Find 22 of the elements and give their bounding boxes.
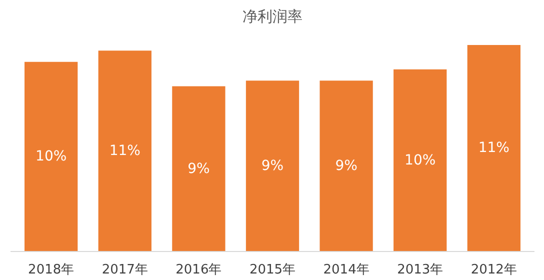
data-label: 10% [36,148,67,165]
bar [24,62,78,252]
x-tick-label: 2016年 [176,262,222,278]
bar [320,80,373,252]
bar [394,69,447,252]
x-tick-label: 2017年 [102,262,148,278]
bar [246,80,300,252]
x-tick-label: 2018年 [28,262,74,278]
x-tick-label: 2013年 [397,262,444,278]
data-label: 9% [335,158,358,174]
data-label: 9% [261,158,284,174]
bar [98,50,152,252]
bar [467,44,520,252]
data-label: 10% [404,152,436,168]
data-label: 11% [478,140,510,156]
data-label: 9% [188,160,210,177]
bar [172,86,226,252]
x-tick-label: 2015年 [249,262,296,278]
x-tick-label: 2012年 [470,262,517,278]
x-tick-label: 2014年 [323,262,370,278]
data-label: 11% [109,143,140,160]
chart-title: 净利润率 [242,8,302,26]
